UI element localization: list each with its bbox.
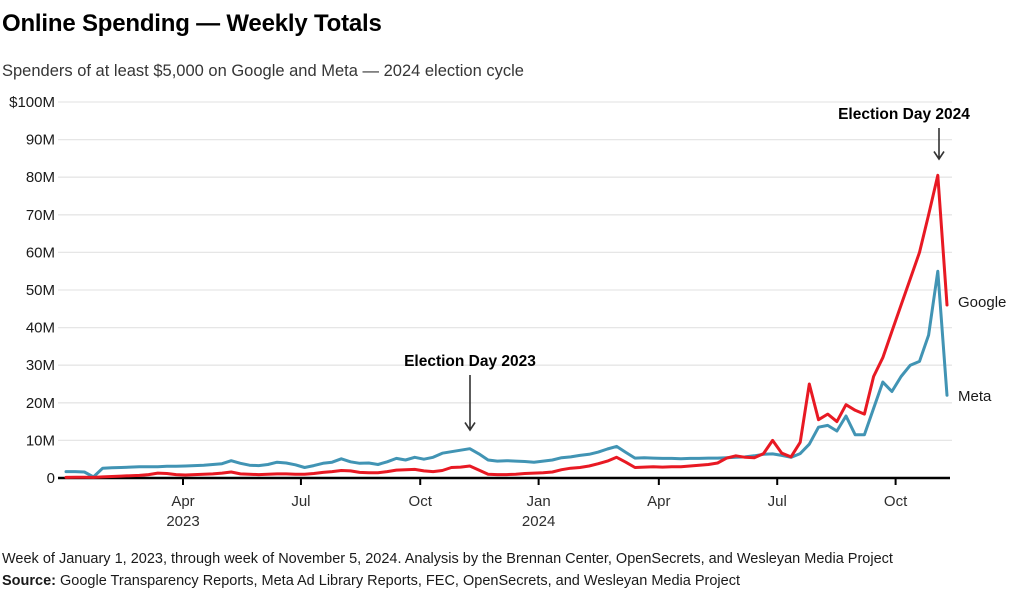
y-tick-label: 80M [26, 169, 55, 186]
series-label-meta: Meta [958, 388, 992, 405]
y-tick-label: 0 [47, 470, 55, 487]
page-subtitle: Spenders of at least $5,000 on Google an… [2, 62, 524, 80]
arrow-down-icon [933, 128, 945, 161]
annotation-election-2023: Election Day 2023 [404, 353, 536, 432]
x-tick-year-label: 2023 [166, 513, 199, 530]
series-line-google [64, 173, 949, 479]
footer-source: Source: Google Transparency Reports, Met… [2, 573, 740, 589]
y-tick-label: 90M [26, 132, 55, 149]
x-tick-label: Jul [291, 493, 310, 510]
footer-source-label: Source: [2, 573, 56, 589]
y-tick-label: 70M [26, 207, 55, 224]
y-tick-label: 10M [26, 432, 55, 449]
x-tick-label: Oct [409, 493, 433, 510]
page-title: Online Spending — Weekly Totals [2, 10, 382, 37]
annotation-election-2024-label: Election Day 2024 [838, 106, 970, 123]
y-tick-label: 20M [26, 395, 55, 412]
gridlines [58, 101, 952, 442]
y-tick-label: 40M [26, 320, 55, 337]
arrow-down-icon [464, 375, 476, 432]
x-axis-ticks: Apr 2023 Jul Oct Jan 2024 Apr Jul Oct [166, 478, 908, 530]
x-tick-label: Oct [884, 493, 908, 510]
annotation-election-2023-label: Election Day 2023 [404, 353, 536, 370]
footer-note: Week of January 1, 2023, through week of… [2, 551, 893, 567]
footer-source-text: Google Transparency Reports, Meta Ad Lib… [56, 573, 740, 589]
x-tick-year-label: 2024 [522, 513, 555, 530]
y-tick-label: $100M [9, 94, 55, 111]
series-label-google: Google [958, 294, 1006, 311]
x-tick-label: Apr [647, 493, 670, 510]
x-tick-label: Jul [768, 493, 787, 510]
y-tick-label: 60M [26, 244, 55, 261]
y-tick-label: 50M [26, 282, 55, 299]
x-tick-label: Jan [527, 493, 551, 510]
y-axis-labels: $100M 90M 80M 70M 60M 50M 40M 30M 20M 10M 0 [9, 94, 55, 487]
x-tick-label: Apr [171, 493, 194, 510]
series-lines [64, 173, 949, 479]
series-line-meta [64, 269, 949, 479]
y-tick-label: 30M [26, 357, 55, 374]
annotation-election-2024: Election Day 2024 [838, 106, 970, 161]
